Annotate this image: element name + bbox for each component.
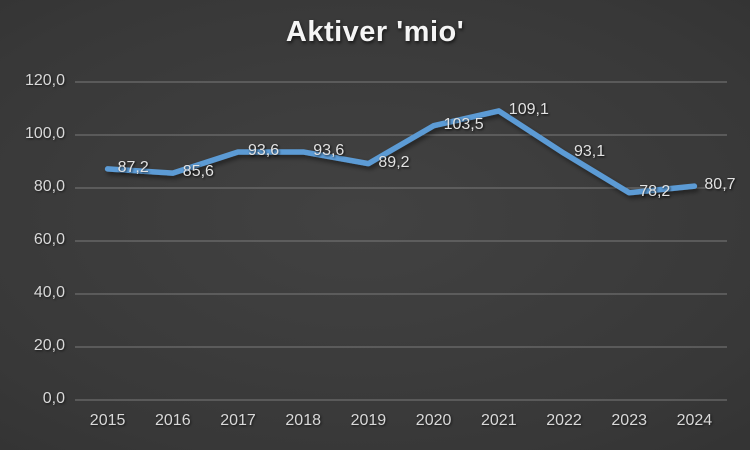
x-axis-tick: 2016	[155, 412, 191, 429]
y-axis-tick: 100,0	[24, 125, 65, 142]
data-label: 103,5	[443, 115, 484, 133]
x-axis-tick: 2018	[285, 412, 321, 429]
y-axis-tick: 60,0	[33, 231, 65, 248]
y-axis-tick: 40,0	[33, 284, 65, 301]
y-axis-tick: 0,0	[42, 390, 65, 407]
data-label: 93,1	[574, 143, 606, 161]
data-label: 87,2	[117, 158, 149, 176]
series-line	[104, 108, 698, 196]
data-label: 93,6	[248, 141, 280, 159]
data-label: 80,7	[704, 176, 736, 194]
x-axis-tick: 2017	[220, 412, 256, 429]
y-axis-tick: 20,0	[33, 337, 65, 354]
x-axis-tick: 2019	[350, 412, 387, 429]
x-axis-tick: 2023	[611, 412, 647, 429]
x-axis-tick: 2020	[415, 412, 452, 429]
x-axis-tick: 2015	[89, 412, 126, 429]
x-axis-tick: 2024	[676, 412, 713, 429]
data-label: 85,6	[182, 163, 214, 181]
y-axis-tick: 80,0	[33, 178, 65, 195]
data-label: 109,1	[508, 100, 549, 118]
y-axis-tick: 120,0	[24, 72, 65, 89]
data-label: 93,6	[313, 141, 345, 159]
chart-title: Aktiver 'mio'	[285, 16, 465, 48]
data-label: 78,2	[639, 182, 671, 200]
x-axis-tick: 2022	[546, 412, 582, 429]
data-label: 89,2	[378, 153, 410, 171]
x-axis-tick: 2021	[481, 412, 517, 429]
